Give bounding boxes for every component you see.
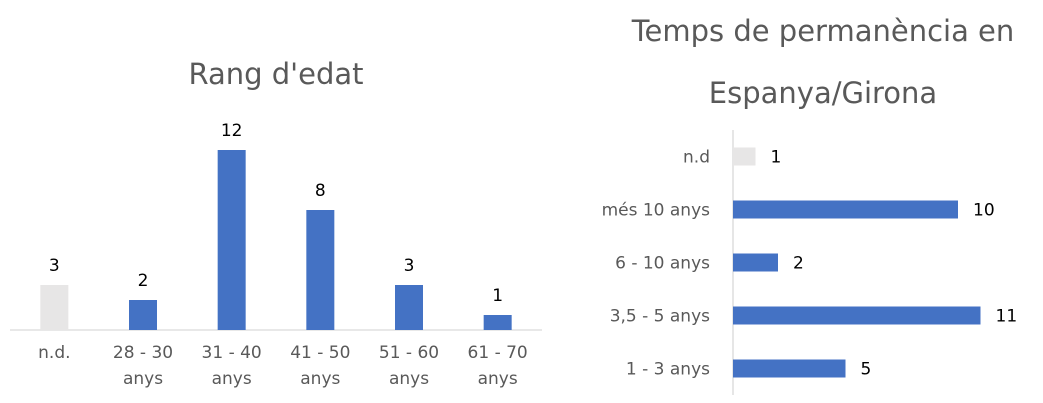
- age-category-label: 31 - 40: [202, 343, 262, 363]
- stay-bar: [733, 200, 958, 219]
- stay-bar: [733, 253, 778, 272]
- age-category-label: n.d.: [38, 343, 70, 363]
- stay-bar: [733, 147, 756, 166]
- stay-chart-title-line-2: Espanya/Girona: [709, 76, 937, 110]
- stay-bar-value-label: 5: [861, 360, 872, 380]
- age-category-label: anys: [478, 369, 518, 389]
- age-bar: [40, 285, 69, 330]
- age-bar: [483, 315, 512, 330]
- age-bar: [306, 210, 335, 330]
- stay-category-label: 3,5 - 5 anys: [610, 307, 710, 327]
- stay-bar: [733, 306, 981, 325]
- stay-bar-value-label: 10: [973, 201, 995, 221]
- age-bar-value-label: 12: [221, 121, 243, 141]
- stay-category-label: 1 - 3 anys: [626, 360, 710, 380]
- stay-bar-value-label: 1: [771, 148, 782, 168]
- age-bar-value-label: 2: [138, 271, 149, 291]
- age-bar: [217, 150, 246, 330]
- age-chart-title: Rang d'edat: [188, 57, 363, 91]
- age-bar-value-label: 1: [492, 286, 503, 306]
- stay-duration-chart: Temps de permanència en Espanya/Girona 1…: [602, 14, 1018, 395]
- age-bar-value-label: 3: [49, 256, 60, 276]
- age-bar-value-label: 3: [404, 256, 415, 276]
- stay-bar-value-label: 11: [996, 307, 1018, 327]
- age-category-label: anys: [300, 369, 340, 389]
- age-bar: [129, 300, 157, 330]
- stay-bar: [733, 359, 846, 378]
- age-bar: [395, 285, 423, 330]
- stay-bar-value-label: 2: [793, 254, 804, 274]
- age-category-label: anys: [389, 369, 429, 389]
- age-category-label: 61 - 70: [468, 343, 528, 363]
- stay-chart-title-line-1: Temps de permanència en: [631, 14, 1015, 48]
- age-category-label: 28 - 30: [113, 343, 173, 363]
- age-range-chart: Rang d'edat 3 n.d. 2 28 - 30 anys 12 31 - 40 an…: [10, 57, 542, 389]
- stay-category-label: n.d: [683, 148, 710, 168]
- age-bar-value-label: 8: [315, 181, 326, 201]
- stay-category-label: 6 - 10 anys: [615, 254, 710, 274]
- age-category-label: 41 - 50: [290, 343, 350, 363]
- stay-category-label: més 10 anys: [602, 201, 711, 221]
- age-category-label: 51 - 60: [379, 343, 439, 363]
- age-category-label: anys: [123, 369, 163, 389]
- age-category-label: anys: [212, 369, 252, 389]
